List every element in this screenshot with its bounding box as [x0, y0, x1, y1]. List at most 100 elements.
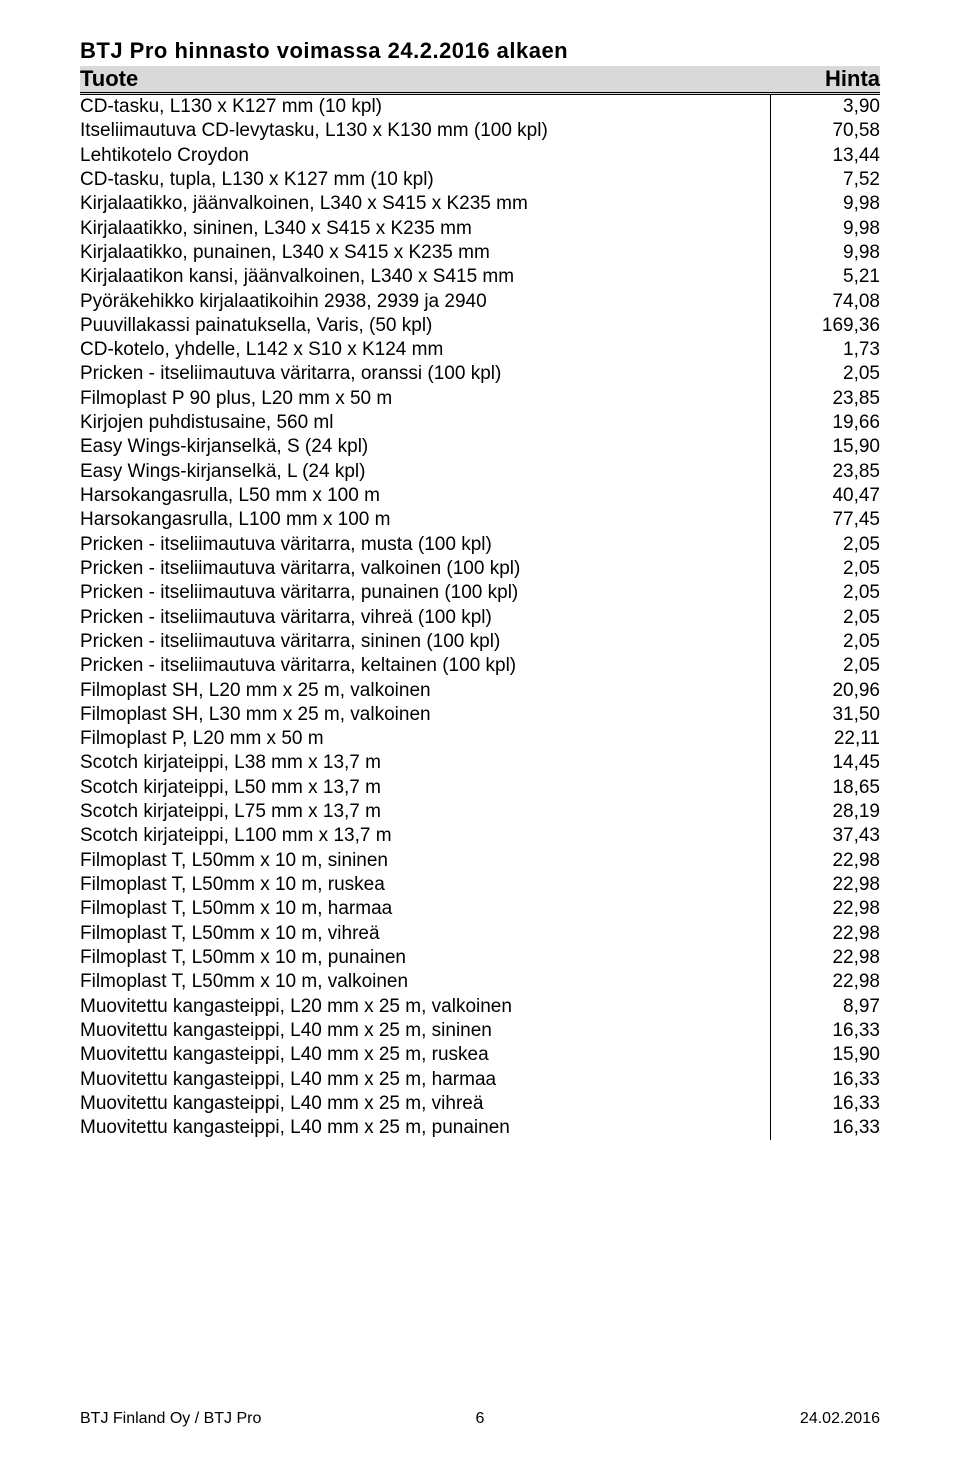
product-label: CD-tasku, L130 x K127 mm (10 kpl)	[80, 95, 770, 119]
product-price: 2,05	[770, 362, 880, 386]
table-row: Filmoplast T, L50mm x 10 m, sininen22,98	[80, 849, 880, 873]
table-row: Easy Wings-kirjanselkä, L (24 kpl)23,85	[80, 460, 880, 484]
table-row: Muovitettu kangasteippi, L40 mm x 25 m, …	[80, 1116, 880, 1140]
product-price: 22,98	[770, 922, 880, 946]
table-row: Puuvillakassi painatuksella, Varis, (50 …	[80, 314, 880, 338]
table-row: Pricken - itseliimautuva väritarra, sini…	[80, 630, 880, 654]
product-price: 18,65	[770, 776, 880, 800]
product-label: Kirjalaatikko, jäänvalkoinen, L340 x S41…	[80, 192, 770, 216]
product-price: 5,21	[770, 265, 880, 289]
table-row: Scotch kirjateippi, L100 mm x 13,7 m37,4…	[80, 824, 880, 848]
table-row: Kirjalaatikko, jäänvalkoinen, L340 x S41…	[80, 192, 880, 216]
product-price: 16,33	[770, 1019, 880, 1043]
product-label: Filmoplast T, L50mm x 10 m, harmaa	[80, 897, 770, 921]
table-row: Filmoplast SH, L30 mm x 25 m, valkoinen3…	[80, 703, 880, 727]
product-label: Kirjalaatikko, punainen, L340 x S415 x K…	[80, 241, 770, 265]
product-label: Pyöräkehikko kirjalaatikoihin 2938, 2939…	[80, 290, 770, 314]
table-header: Tuote Hinta	[80, 66, 880, 95]
product-price: 22,98	[770, 970, 880, 994]
product-label: Puuvillakassi painatuksella, Varis, (50 …	[80, 314, 770, 338]
product-label: Kirjalaatikko, sininen, L340 x S415 x K2…	[80, 217, 770, 241]
product-label: Pricken - itseliimautuva väritarra, vihr…	[80, 606, 770, 630]
product-price: 1,73	[770, 338, 880, 362]
product-price: 23,85	[770, 460, 880, 484]
product-label: Scotch kirjateippi, L38 mm x 13,7 m	[80, 751, 770, 775]
product-price: 16,33	[770, 1092, 880, 1116]
product-label: Muovitettu kangasteippi, L20 mm x 25 m, …	[80, 995, 770, 1019]
table-row: Kirjalaatikko, punainen, L340 x S415 x K…	[80, 241, 880, 265]
table-row: Pricken - itseliimautuva väritarra, kelt…	[80, 654, 880, 678]
product-label: Pricken - itseliimautuva väritarra, sini…	[80, 630, 770, 654]
product-label: Muovitettu kangasteippi, L40 mm x 25 m, …	[80, 1068, 770, 1092]
footer-page-number: 6	[300, 1410, 660, 1428]
product-price: 16,33	[770, 1116, 880, 1140]
product-price: 14,45	[770, 751, 880, 775]
product-price: 23,85	[770, 387, 880, 411]
product-price: 9,98	[770, 217, 880, 241]
product-label: Pricken - itseliimautuva väritarra, kelt…	[80, 654, 770, 678]
table-row: Pricken - itseliimautuva väritarra, vihr…	[80, 606, 880, 630]
product-price: 19,66	[770, 411, 880, 435]
product-price: 2,05	[770, 654, 880, 678]
table-row: Harsokangasrulla, L100 mm x 100 m77,45	[80, 508, 880, 532]
table-row: CD-tasku, tupla, L130 x K127 mm (10 kpl)…	[80, 168, 880, 192]
page-title: BTJ Pro hinnasto voimassa 24.2.2016 alka…	[80, 38, 880, 64]
product-label: Harsokangasrulla, L50 mm x 100 m	[80, 484, 770, 508]
table-row: Filmoplast T, L50mm x 10 m, punainen22,9…	[80, 946, 880, 970]
table-row: Harsokangasrulla, L50 mm x 100 m40,47	[80, 484, 880, 508]
product-price: 40,47	[770, 484, 880, 508]
product-price: 20,96	[770, 679, 880, 703]
product-price: 169,36	[770, 314, 880, 338]
product-label: Kirjalaatikon kansi, jäänvalkoinen, L340…	[80, 265, 770, 289]
product-price: 28,19	[770, 800, 880, 824]
product-label: Muovitettu kangasteippi, L40 mm x 25 m, …	[80, 1019, 770, 1043]
product-label: Pricken - itseliimautuva väritarra, valk…	[80, 557, 770, 581]
table-row: Filmoplast P 90 plus, L20 mm x 50 m23,85	[80, 387, 880, 411]
product-label: Muovitettu kangasteippi, L40 mm x 25 m, …	[80, 1043, 770, 1067]
table-row: Muovitettu kangasteippi, L40 mm x 25 m, …	[80, 1043, 880, 1067]
product-price: 2,05	[770, 533, 880, 557]
product-price: 70,58	[770, 119, 880, 143]
header-product: Tuote	[80, 66, 138, 92]
table-row: CD-tasku, L130 x K127 mm (10 kpl)3,90	[80, 95, 880, 119]
table-row: Filmoplast T, L50mm x 10 m, ruskea22,98	[80, 873, 880, 897]
table-row: CD-kotelo, yhdelle, L142 x S10 x K124 mm…	[80, 338, 880, 362]
table-row: Muovitettu kangasteippi, L40 mm x 25 m, …	[80, 1068, 880, 1092]
product-price: 22,11	[770, 727, 880, 751]
table-row: Pricken - itseliimautuva väritarra, oran…	[80, 362, 880, 386]
product-price: 3,90	[770, 95, 880, 119]
product-label: Filmoplast P 90 plus, L20 mm x 50 m	[80, 387, 770, 411]
product-price: 9,98	[770, 192, 880, 216]
table-row: Scotch kirjateippi, L50 mm x 13,7 m18,65	[80, 776, 880, 800]
product-price: 15,90	[770, 1043, 880, 1067]
footer-left: BTJ Finland Oy / BTJ Pro	[80, 1410, 300, 1428]
product-price: 37,43	[770, 824, 880, 848]
product-label: Filmoplast SH, L30 mm x 25 m, valkoinen	[80, 703, 770, 727]
product-label: Easy Wings-kirjanselkä, S (24 kpl)	[80, 435, 770, 459]
table-row: Pricken - itseliimautuva väritarra, must…	[80, 533, 880, 557]
table-row: Filmoplast P, L20 mm x 50 m22,11	[80, 727, 880, 751]
table-row: Filmoplast T, L50mm x 10 m, harmaa22,98	[80, 897, 880, 921]
page-footer: BTJ Finland Oy / BTJ Pro 6 24.02.2016	[80, 1410, 880, 1428]
product-label: Pricken - itseliimautuva väritarra, oran…	[80, 362, 770, 386]
product-price: 2,05	[770, 557, 880, 581]
product-label: Easy Wings-kirjanselkä, L (24 kpl)	[80, 460, 770, 484]
product-label: CD-tasku, tupla, L130 x K127 mm (10 kpl)	[80, 168, 770, 192]
product-label: Pricken - itseliimautuva väritarra, must…	[80, 533, 770, 557]
product-label: Harsokangasrulla, L100 mm x 100 m	[80, 508, 770, 532]
product-price: 22,98	[770, 873, 880, 897]
table-row: Filmoplast T, L50mm x 10 m, vihreä22,98	[80, 922, 880, 946]
table-row: Pricken - itseliimautuva väritarra, valk…	[80, 557, 880, 581]
product-label: Muovitettu kangasteippi, L40 mm x 25 m, …	[80, 1116, 770, 1140]
price-table: CD-tasku, L130 x K127 mm (10 kpl)3,90Its…	[80, 95, 880, 1140]
product-label: Scotch kirjateippi, L50 mm x 13,7 m	[80, 776, 770, 800]
table-row: Itseliimautuva CD-levytasku, L130 x K130…	[80, 119, 880, 143]
product-label: Filmoplast SH, L20 mm x 25 m, valkoinen	[80, 679, 770, 703]
product-price: 9,98	[770, 241, 880, 265]
table-row: Pricken - itseliimautuva väritarra, puna…	[80, 581, 880, 605]
product-price: 22,98	[770, 849, 880, 873]
product-price: 13,44	[770, 144, 880, 168]
table-row: Kirjalaatikon kansi, jäänvalkoinen, L340…	[80, 265, 880, 289]
product-price: 2,05	[770, 630, 880, 654]
product-price: 7,52	[770, 168, 880, 192]
